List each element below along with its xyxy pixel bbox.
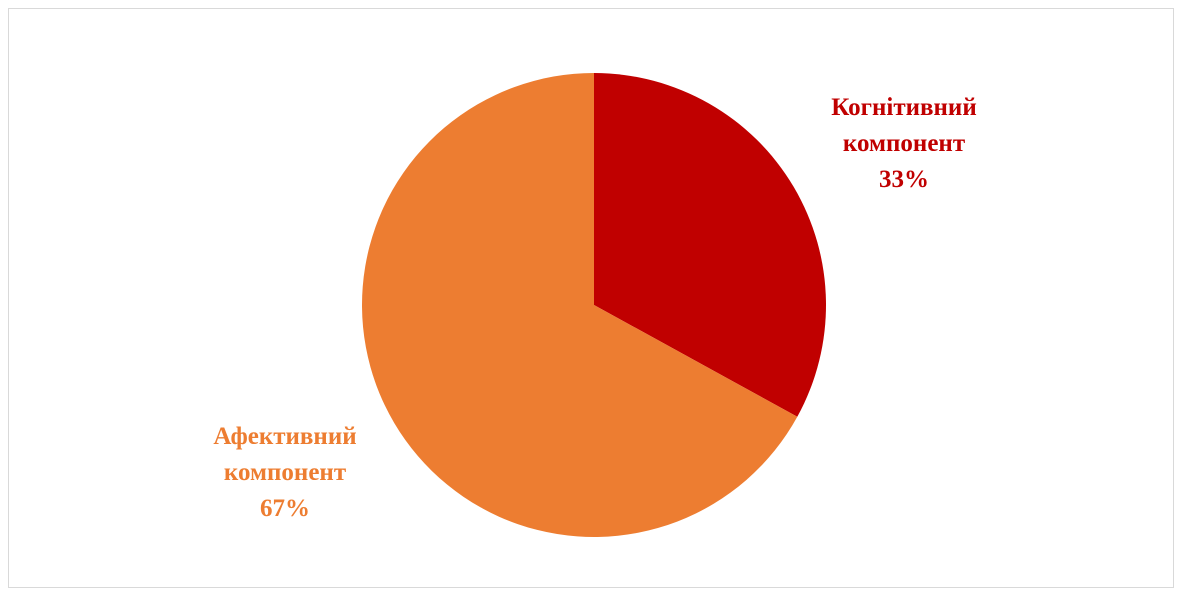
category-label: Афективний компонент (213, 423, 357, 486)
pie-slice (361, 73, 798, 537)
value-label: 67% (260, 495, 310, 522)
pie-slice (594, 73, 826, 417)
chart-frame (8, 8, 1174, 588)
value-label: 33% (879, 166, 929, 193)
data-label: Афективний компонент 67% (185, 419, 385, 527)
category-label: Когнітивний компонент (831, 94, 977, 157)
data-label: Когнітивний компонент 33% (804, 90, 1004, 198)
